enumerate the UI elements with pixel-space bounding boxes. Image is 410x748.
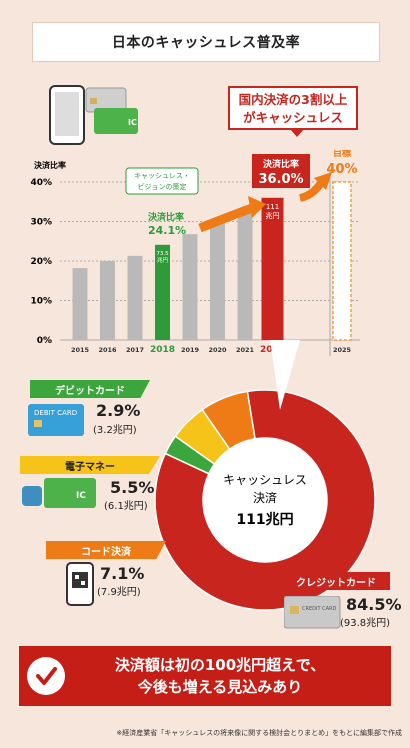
credit-card-text: CREDIT CARD — [302, 606, 336, 612]
emoney-ic-text: IC — [76, 491, 86, 501]
check-icon — [27, 657, 65, 695]
y-tick-label: 0% — [37, 336, 52, 346]
conclusion-line1: 決済額は初の100兆円超えで、 — [114, 656, 326, 674]
label-credit: クレジットカード — [282, 572, 390, 590]
funnel-shape — [270, 340, 300, 410]
svg-text:キャッシュレス・: キャッシュレス・ — [134, 172, 190, 180]
donut-hole — [203, 438, 327, 562]
source-footnote: ※経済産業省「キャッシュレスの将来像に関する検討会とりまとめ」をもとに編集部で作… — [116, 729, 402, 737]
svg-text:ビジョンの策定: ビジョンの策定 — [138, 182, 187, 191]
y2018-value: 24.1% — [148, 224, 186, 237]
target-label: 目標 — [333, 150, 351, 159]
payment-devices-illustration: IC — [49, 85, 138, 145]
y2018-bar-text-unit: 兆円 — [157, 256, 169, 264]
y-tick-label: 40% — [30, 178, 52, 188]
y2018-label: 決済比率 — [148, 211, 184, 223]
bar-chart: 決済比率 0% 10% 20% 30% 40% 2015 2016 2017 2018 2019 20… — [30, 150, 360, 356]
debit-amount: (3.2兆円) — [93, 425, 137, 436]
bar-2020 — [210, 222, 225, 340]
callout-line1: 国内決済の3割以上 — [238, 92, 348, 107]
bar-2018 — [155, 244, 170, 340]
x-tick-label: 2019 — [181, 346, 200, 354]
label-emoney: 電子マネー — [20, 456, 160, 474]
code-percent: 7.1% — [100, 564, 145, 583]
growth-arrowhead-2 — [314, 172, 332, 190]
y-tick-label: 10% — [30, 297, 52, 307]
bar-2019 — [182, 234, 198, 340]
bar-2022 — [261, 197, 284, 340]
qr-phone-icon — [66, 562, 94, 606]
y-tick-label: 30% — [30, 218, 52, 228]
code-amount: (7.9兆円) — [97, 587, 141, 598]
debit-percent: 2.9% — [96, 401, 141, 420]
bar-2016 — [100, 261, 115, 340]
svg-text:36.0%: 36.0% — [258, 172, 303, 187]
x-tick-label: 2015 — [71, 346, 90, 354]
growth-arrow-1 — [198, 203, 254, 233]
bar-2017 — [127, 255, 143, 340]
callout-line2: がキャッシュレス — [243, 110, 343, 125]
svg-text:決済比率: 決済比率 — [263, 158, 299, 170]
emoney-percent: 5.5% — [110, 478, 155, 497]
x-tick-label: 2017 — [126, 346, 144, 354]
y2022-bar-text-unit: 兆円 — [266, 211, 280, 220]
x-tick-label: 2021 — [236, 346, 255, 354]
ic-card-text: IC — [128, 118, 137, 127]
x-tick-label: 2018 — [150, 345, 175, 355]
y-axis-label: 決済比率 — [34, 160, 66, 170]
donut-center-line1: キャッシュレス — [223, 473, 307, 487]
label-debit: デビットカード — [30, 380, 150, 398]
callout-box: 国内決済の3割以上 がキャッシュレス — [228, 86, 358, 137]
emoney-card-image: IC — [22, 478, 96, 508]
smartphone-screen — [55, 92, 79, 136]
ic-card-icon — [94, 108, 138, 134]
growth-arrowhead-1 — [248, 196, 266, 218]
funnel-connector — [270, 340, 300, 410]
y2022-annotation: 決済比率 36.0% — [252, 154, 310, 188]
y2018-bar-text: 73.5 — [156, 251, 169, 257]
x-tick-label: 2016 — [98, 346, 117, 354]
debit-card-image: DEBIT CARD — [28, 404, 84, 436]
debit-card-text: DEBIT CARD — [34, 409, 77, 417]
y2022-bar-text: 111 — [266, 203, 279, 211]
bar-2021 — [237, 211, 253, 340]
bar-2015 — [72, 268, 88, 340]
conclusion-banner: 決済額は初の100兆円超えで、 今後も増える見込みあり — [19, 646, 391, 706]
target-value: 40% — [326, 162, 357, 177]
emoney-amount: (6.1兆円) — [104, 501, 148, 512]
y-tick-label: 20% — [30, 257, 52, 267]
credit-percent: 84.5% — [346, 595, 402, 614]
credit-amount: (93.8兆円) — [340, 618, 391, 629]
x-tick-label: 2020 — [208, 346, 227, 354]
x-tick-label: 2025 — [333, 346, 352, 354]
bar-2025 — [332, 181, 352, 341]
conclusion-line2: 今後も増える見込みあり — [137, 678, 303, 696]
page-title: 日本のキャッシュレス普及率 — [32, 22, 380, 62]
vision-annotation: キャッシュレス・ビジョンの策定 — [125, 167, 199, 195]
donut-center-line2: 決済 — [253, 490, 277, 505]
donut-center-line3: 111兆円 — [236, 512, 293, 528]
label-code: コード決済 — [46, 541, 166, 559]
credit-card-image: CREDIT CARD — [284, 596, 341, 629]
